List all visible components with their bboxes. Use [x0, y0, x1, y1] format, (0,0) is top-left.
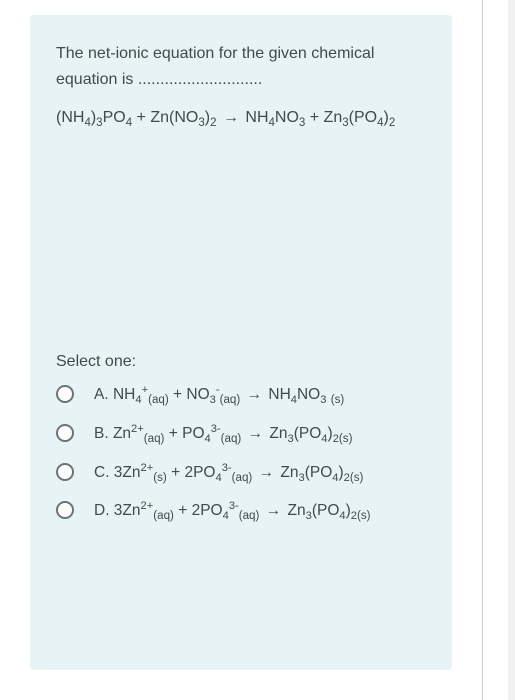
option-c-text: C. 3Zn2+(s) + 2PO43-(aq) → Zn3(PO4)2(s): [90, 461, 363, 486]
radio-c[interactable]: [56, 463, 74, 481]
option-b-text: B. Zn2+(aq) + PO43-(aq) → Zn3(PO4)2(s): [90, 422, 352, 447]
vertical-divider: [482, 0, 483, 700]
radio-d[interactable]: [56, 501, 74, 519]
option-a-row[interactable]: A. NH4+(aq) + NO3-(aq) → NH4NO3 (s): [56, 383, 426, 408]
option-a-text: A. NH4+(aq) + NO3-(aq) → NH4NO3 (s): [90, 383, 344, 408]
radio-b[interactable]: [56, 424, 74, 442]
radio-a[interactable]: [56, 385, 74, 403]
question-prompt: The net-ionic equation for the given che…: [56, 41, 426, 92]
right-gutter: [495, 0, 515, 700]
option-d-text: D. 3Zn2+(aq) + 2PO43-(aq) → Zn3(PO4)2(s): [90, 499, 371, 524]
option-d-row[interactable]: D. 3Zn2+(aq) + 2PO43-(aq) → Zn3(PO4)2(s): [56, 499, 426, 524]
main-column: The net-ionic equation for the given che…: [0, 0, 482, 700]
select-one-label: Select one:: [56, 353, 426, 371]
question-card: The net-ionic equation for the given che…: [30, 15, 452, 670]
option-b-row[interactable]: B. Zn2+(aq) + PO43-(aq) → Zn3(PO4)2(s): [56, 422, 426, 447]
scrollbar-track[interactable]: [508, 0, 515, 700]
option-c-row[interactable]: C. 3Zn2+(s) + 2PO43-(aq) → Zn3(PO4)2(s): [56, 461, 426, 486]
chemical-equation: (NH4)3PO4 + Zn(NO3)2 → NH4NO3 + Zn3(PO4)…: [56, 104, 426, 133]
